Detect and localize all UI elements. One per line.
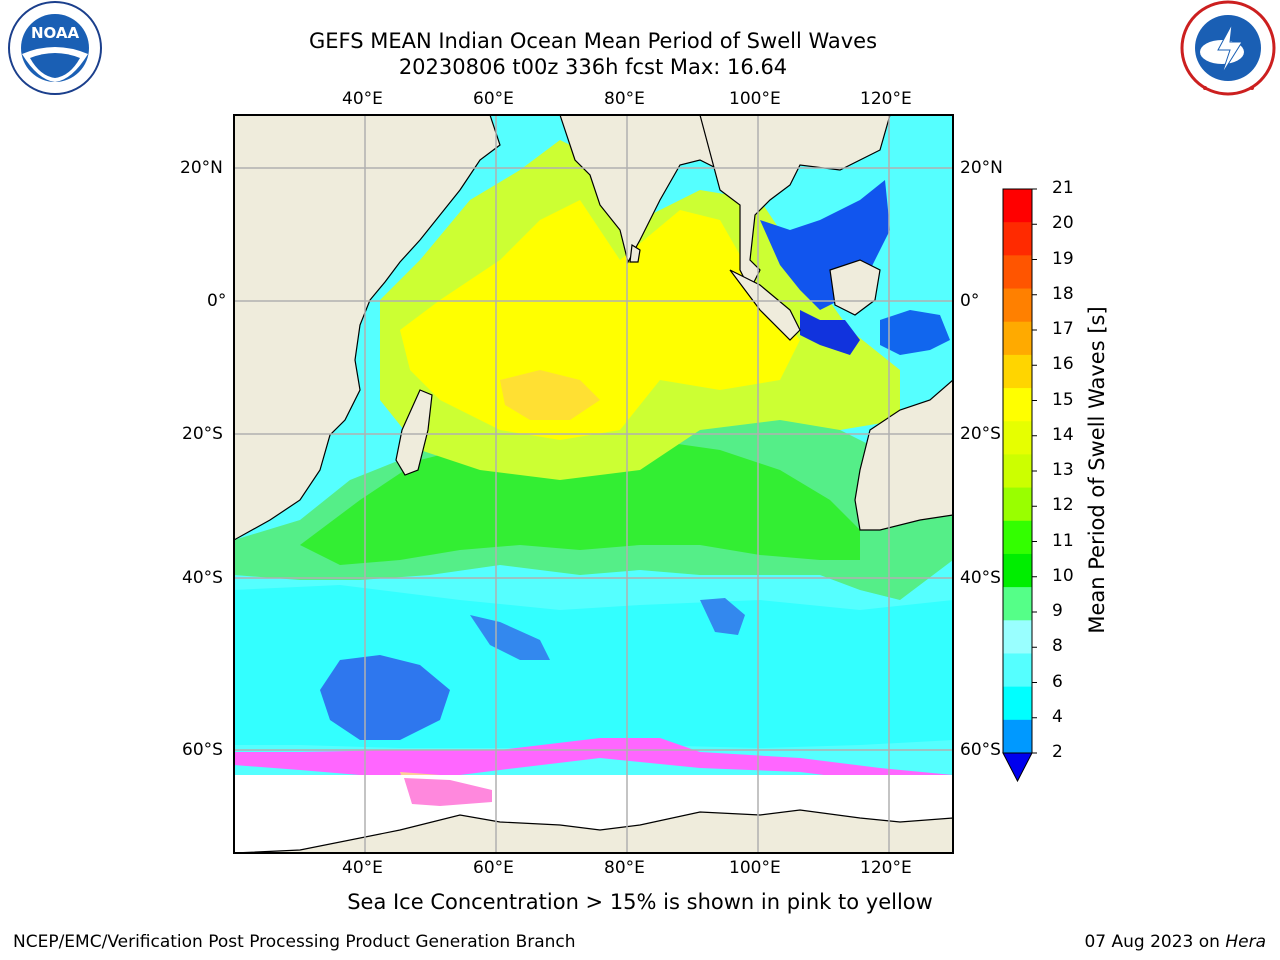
lat-tick-right-60s: 60°S xyxy=(960,740,1001,760)
colorbar-label: Mean Period of Swell Waves [s] xyxy=(1085,306,1109,634)
colorbar-bin xyxy=(1003,487,1032,522)
footer-branch: NCEP/EMC/Verification Post Processing Pr… xyxy=(13,932,576,952)
colorbar-tick-label: 2 xyxy=(1052,742,1063,762)
lon-tick-top-60e: 60°E xyxy=(473,89,514,109)
gridlines xyxy=(234,115,953,853)
land-antarctica xyxy=(234,809,953,853)
colorbar-tick-label: 17 xyxy=(1052,319,1074,339)
colorbar-bin xyxy=(1003,288,1032,323)
footer-date: 07 Aug 2023 on Hera xyxy=(1084,932,1266,952)
lon-tick-top-40e: 40°E xyxy=(342,89,383,109)
colorbar-tick-label: 10 xyxy=(1052,565,1074,586)
colorbar-tick-label: 8 xyxy=(1052,636,1063,657)
lat-tick-left-20n: 20°N xyxy=(180,158,223,178)
land-sri-lanka xyxy=(629,243,641,263)
map-frame xyxy=(233,114,954,854)
lon-tick-bottom-100e: 100°E xyxy=(729,858,781,878)
colorbar-tick-label: 21 xyxy=(1052,178,1074,198)
nws-logo xyxy=(1180,0,1276,96)
lon-tick-top-120e: 120°E xyxy=(860,89,912,109)
land-sumatra xyxy=(729,269,801,341)
colorbar-bin xyxy=(1003,222,1032,256)
lon-tick-top-80e: 80°E xyxy=(604,89,645,109)
colorbar-tick-label: 19 xyxy=(1052,248,1074,269)
field-blue-4s xyxy=(320,655,450,740)
field-green-11s xyxy=(300,440,860,565)
map-area xyxy=(234,115,953,853)
noaa-logo: NOAA xyxy=(8,1,102,95)
colorbar-tick-label: 15 xyxy=(1052,389,1074,410)
colorbar-bin xyxy=(1003,321,1032,356)
colorbar-tick-label: 6 xyxy=(1052,671,1063,692)
field-blue-4s-c xyxy=(700,598,745,635)
lat-tick-right-20n: 20°N xyxy=(960,158,1003,178)
lon-tick-top-100e: 100°E xyxy=(729,89,781,109)
colorbar-tick-label: 11 xyxy=(1052,530,1074,551)
field-blue-4s-b xyxy=(470,615,550,660)
colorbar-bin xyxy=(1003,388,1032,422)
lat-tick-left-20s: 20°S xyxy=(182,424,223,444)
lon-tick-bottom-60e: 60°E xyxy=(473,858,514,878)
colorbar-bin xyxy=(1003,255,1032,290)
field-blue-banda-sea xyxy=(880,310,950,355)
lat-tick-right-20s: 20°S xyxy=(960,424,1001,444)
footer-date-text: 07 Aug 2023 on xyxy=(1084,932,1226,952)
land-madagascar xyxy=(395,389,433,476)
colorbar-tick-label: 14 xyxy=(1052,424,1074,445)
lon-tick-bottom-80e: 80°E xyxy=(604,858,645,878)
colorbar-bin xyxy=(1003,421,1032,455)
footer-host: Hera xyxy=(1225,932,1266,952)
sea-ice-pink-b xyxy=(404,778,492,806)
colorbar-bin xyxy=(1003,587,1032,621)
lat-tick-left-60s: 60°S xyxy=(182,740,223,760)
land-southeast-asia xyxy=(699,115,891,292)
colorbar-tick-label: 4 xyxy=(1052,706,1063,727)
colorbar-bin xyxy=(1003,620,1032,654)
colorbar-tick-label: 9 xyxy=(1052,601,1063,621)
noaa-logo-text: NOAA xyxy=(31,24,80,42)
colorbar-bin xyxy=(1003,520,1032,555)
lat-tick-right-40s: 40°S xyxy=(960,568,1001,588)
colorbar-extend-arrow xyxy=(1002,752,1033,783)
chart-title: GEFS MEAN Indian Ocean Mean Period of Sw… xyxy=(308,29,878,53)
colorbar-bin xyxy=(1003,553,1032,588)
colorbar xyxy=(1002,188,1037,783)
lat-tick-left-0: 0° xyxy=(207,291,227,311)
colorbar-bin xyxy=(1003,354,1032,389)
colorbar-bin xyxy=(1003,686,1032,721)
lon-tick-bottom-40e: 40°E xyxy=(342,858,383,878)
land-australia xyxy=(854,379,953,531)
colorbar-bin xyxy=(1003,454,1032,489)
field-orange-15s xyxy=(500,370,600,420)
colorbar-bin xyxy=(1003,719,1032,754)
colorbar-tick-label: 20 xyxy=(1052,213,1074,234)
colorbar-tick-label: 12 xyxy=(1052,495,1074,516)
field-blue-java-sea xyxy=(800,310,860,355)
colorbar-tick-label: 18 xyxy=(1052,283,1074,304)
lat-tick-left-40s: 40°S xyxy=(182,568,223,588)
colorbar-tick-label: 13 xyxy=(1052,460,1074,480)
sea-ice-caption: Sea Ice Concentration > 15% is shown in … xyxy=(347,890,933,914)
colorbar-tick-label: 16 xyxy=(1052,354,1074,375)
lon-tick-bottom-120e: 120°E xyxy=(860,858,912,878)
lat-tick-right-0: 0° xyxy=(960,291,980,311)
colorbar-bin xyxy=(1003,653,1032,688)
chart-subtitle: 20230806 t00z 336h fcst Max: 16.64 xyxy=(398,55,788,79)
colorbar-bin xyxy=(1003,189,1032,223)
